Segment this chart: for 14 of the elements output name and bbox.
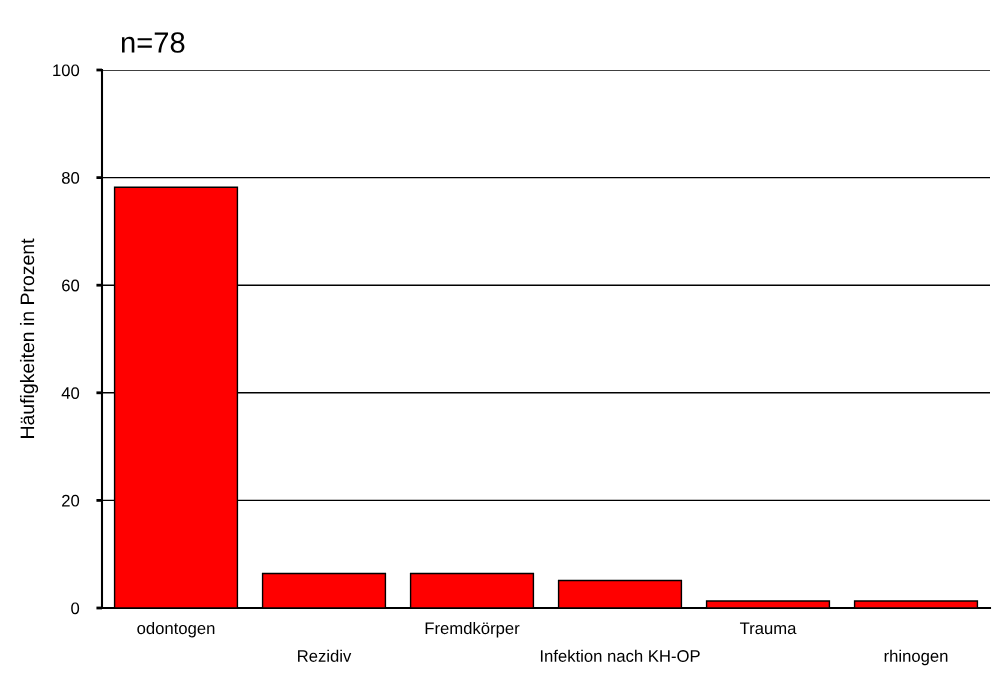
x-tick-label: Rezidiv xyxy=(298,649,352,662)
chart-title: n=78 xyxy=(121,32,185,53)
x-tick-label: Trauma xyxy=(739,622,797,635)
y-tick-label: 40 xyxy=(61,387,80,399)
y-tick-label: 60 xyxy=(62,279,80,292)
y-tick-label: 80 xyxy=(61,172,80,184)
x-tick-label: odontogen xyxy=(137,621,215,638)
x-tick-label: rhinogen xyxy=(884,649,948,666)
x-tick-label: Fremdkörper xyxy=(425,621,520,638)
x-tick-label: Infektion nach KH-OP xyxy=(540,649,700,662)
y-tick-label: 20 xyxy=(62,494,80,507)
y-tick-label: 100 xyxy=(53,64,80,77)
y-tick-label: 0 xyxy=(71,602,80,615)
y-axis-title: Häufigkeiten in Prozent xyxy=(19,238,39,438)
